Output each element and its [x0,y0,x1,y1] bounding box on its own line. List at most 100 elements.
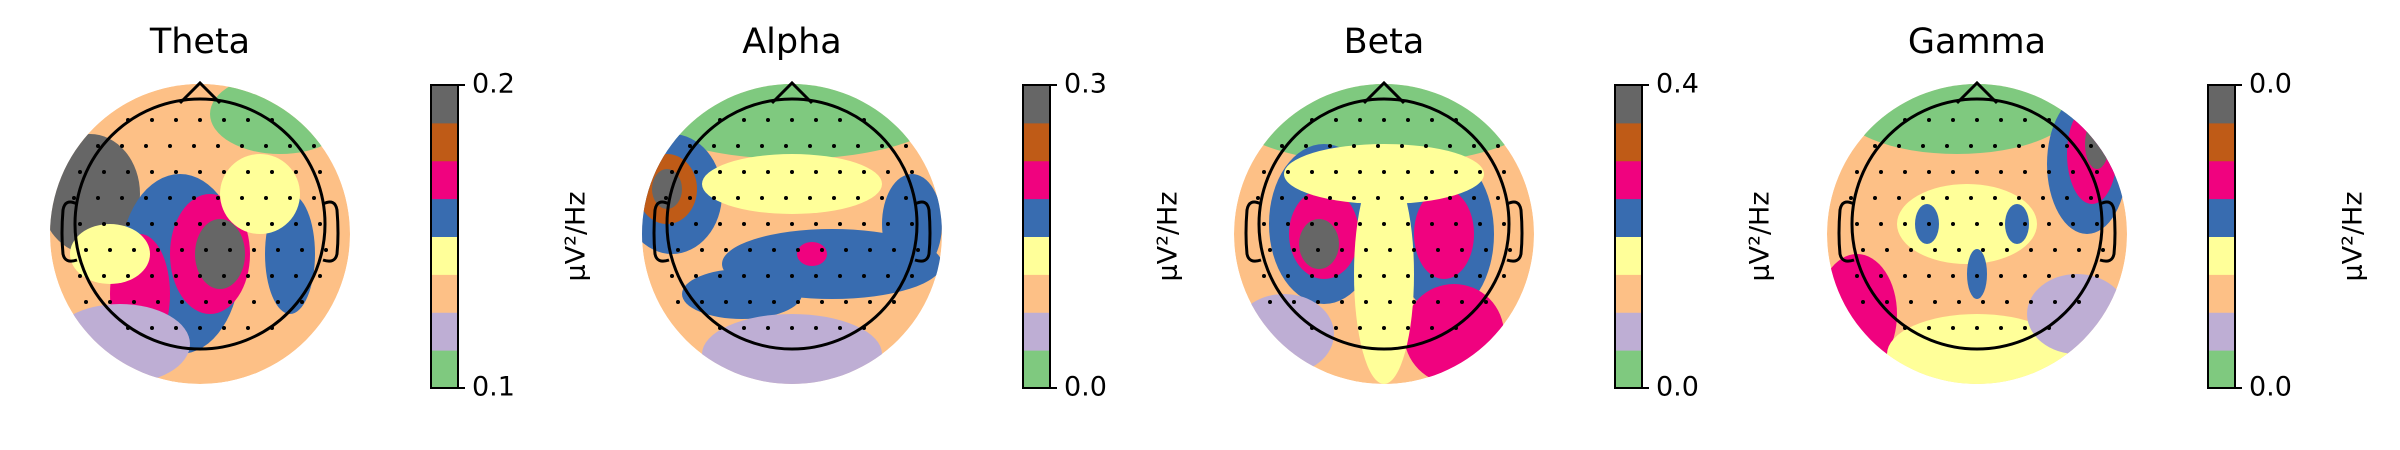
colorbar-segment [2208,122,2235,162]
ear [652,200,670,263]
electrode [1280,144,1284,148]
electrode [2047,274,2051,278]
electrode [724,300,728,304]
electrode [856,144,860,148]
electrode [198,274,202,278]
electrode [1873,196,1877,200]
panel: Gamma 0.0 0.0 µV²/Hz [1827,22,2369,403]
electrode [270,118,274,122]
electrode [766,274,770,278]
electrode [718,118,722,122]
topomap-region [1897,184,2037,264]
ear [1244,200,1262,263]
electrode [808,144,812,148]
electrode [1454,222,1458,226]
electrode [676,300,680,304]
electrode [1382,170,1386,174]
electrode [2029,300,2033,304]
electrode [150,118,154,122]
electrode [1406,326,1410,330]
electrode [1927,222,1931,226]
electrode [1328,196,1332,200]
electrode [318,170,322,174]
electrode [820,300,824,304]
colorbar-tick-label: 0.2 [472,69,515,100]
colorbar-segment [431,198,458,237]
electrode [132,248,136,252]
electrode [1412,300,1416,304]
electrode [784,196,788,200]
electrode [1334,326,1338,330]
electrode [1484,248,1488,252]
electrode [1358,222,1362,226]
electrode [78,274,82,278]
electrode [294,274,298,278]
electrode [1388,248,1392,252]
electrode [790,222,794,226]
electrode [1999,326,2003,330]
electrode [760,196,764,200]
electrode [838,170,842,174]
electrode [1855,222,1859,226]
electrode [1484,300,1488,304]
electrode [276,300,280,304]
colorbar-segment [1023,312,1050,351]
topomap-region [2005,204,2029,244]
electrode [1855,170,1859,174]
electrode [1280,196,1284,200]
colorbar-segment [2208,236,2235,275]
electrode [300,300,304,304]
topomap-region [682,269,802,319]
electrode [676,248,680,252]
electrode [1861,300,1865,304]
electrode [1969,144,1973,148]
electrode [862,222,866,226]
electrode [1909,248,1913,252]
electrode [910,274,914,278]
electrode [1256,196,1260,200]
electrode [2047,222,2051,226]
electrode [916,248,920,252]
electrode [2041,144,2045,148]
electrode [144,144,148,148]
electrode [1921,196,1925,200]
electrode [892,248,896,252]
electrode [1382,274,1386,278]
electrode [1448,196,1452,200]
panel-title: Beta [1344,22,1425,62]
electrode [156,248,160,252]
electrode [192,144,196,148]
electrode [1334,170,1338,174]
electrode [1927,274,1931,278]
electrode [886,274,890,278]
electrode [1352,196,1356,200]
topomap [1827,84,2127,384]
electrode [766,326,770,330]
colorbar-segment [1615,236,1642,275]
electrode [1340,300,1344,304]
electrode [2065,196,2069,200]
electrode [1478,222,1482,226]
electrode [838,118,842,122]
colorbar-tick-label: 0.0 [2249,69,2292,100]
panel: Theta 0.1 0.2 µV²/Hz [50,22,592,403]
electrode [1412,248,1416,252]
electrode [294,170,298,174]
electrode [2089,144,2093,148]
electrode [252,300,256,304]
colorbar-segment [1023,85,1050,124]
electrode [1358,326,1362,330]
colorbar-segment [1615,312,1642,351]
colorbar-tick-label: 0.1 [472,372,515,403]
electrode [318,222,322,226]
electrode [1472,196,1476,200]
electrode [2005,248,2009,252]
electrode [772,300,776,304]
electrode [288,196,292,200]
electrode [2089,196,2093,200]
electrode [1448,144,1452,148]
electrode [1861,248,1865,252]
electrode [288,144,292,148]
electrode [1430,118,1434,122]
electrode [294,222,298,226]
